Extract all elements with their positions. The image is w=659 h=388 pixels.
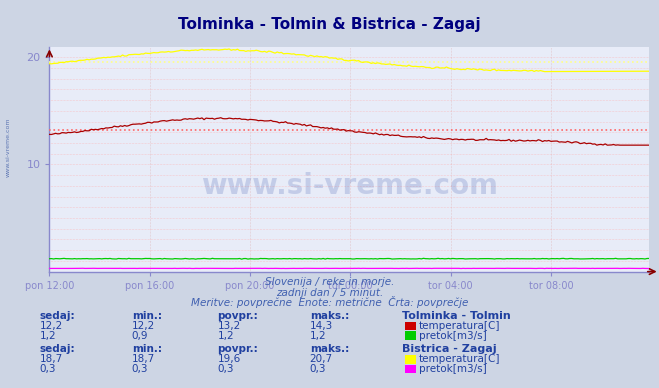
Text: www.si-vreme.com: www.si-vreme.com [201,172,498,200]
Text: 0,3: 0,3 [217,364,234,374]
Text: 0,3: 0,3 [310,364,326,374]
Text: Tolminka - Tolmin & Bistrica - Zagaj: Tolminka - Tolmin & Bistrica - Zagaj [178,17,481,33]
Text: temperatura[C]: temperatura[C] [419,321,501,331]
Text: 18,7: 18,7 [40,354,63,364]
Text: min.:: min.: [132,311,162,321]
Text: 18,7: 18,7 [132,354,155,364]
Text: 19,6: 19,6 [217,354,241,364]
Text: 0,9: 0,9 [132,331,148,341]
Text: povpr.:: povpr.: [217,344,258,354]
Text: 0,3: 0,3 [40,364,56,374]
Text: www.si-vreme.com: www.si-vreme.com [5,118,11,177]
Text: 13,2: 13,2 [217,321,241,331]
Text: 12,2: 12,2 [132,321,155,331]
Text: 1,2: 1,2 [40,331,56,341]
Text: povpr.:: povpr.: [217,311,258,321]
Text: 1,2: 1,2 [310,331,326,341]
Text: 12,2: 12,2 [40,321,63,331]
Text: sedaj:: sedaj: [40,344,75,354]
Text: 14,3: 14,3 [310,321,333,331]
Text: 1,2: 1,2 [217,331,234,341]
Text: Tolminka - Tolmin: Tolminka - Tolmin [402,311,511,321]
Text: temperatura[C]: temperatura[C] [419,354,501,364]
Text: Bistrica - Zagaj: Bistrica - Zagaj [402,344,497,354]
Text: Meritve: povprečne  Enote: metrične  Črta: povprečje: Meritve: povprečne Enote: metrične Črta:… [191,296,468,308]
Text: 20,7: 20,7 [310,354,333,364]
Text: pretok[m3/s]: pretok[m3/s] [419,331,487,341]
Text: min.:: min.: [132,344,162,354]
Text: maks.:: maks.: [310,311,349,321]
Text: sedaj:: sedaj: [40,311,75,321]
Text: maks.:: maks.: [310,344,349,354]
Text: zadnji dan / 5 minut.: zadnji dan / 5 minut. [276,288,383,298]
Text: Slovenija / reke in morje.: Slovenija / reke in morje. [265,277,394,287]
Text: 0,3: 0,3 [132,364,148,374]
Text: pretok[m3/s]: pretok[m3/s] [419,364,487,374]
